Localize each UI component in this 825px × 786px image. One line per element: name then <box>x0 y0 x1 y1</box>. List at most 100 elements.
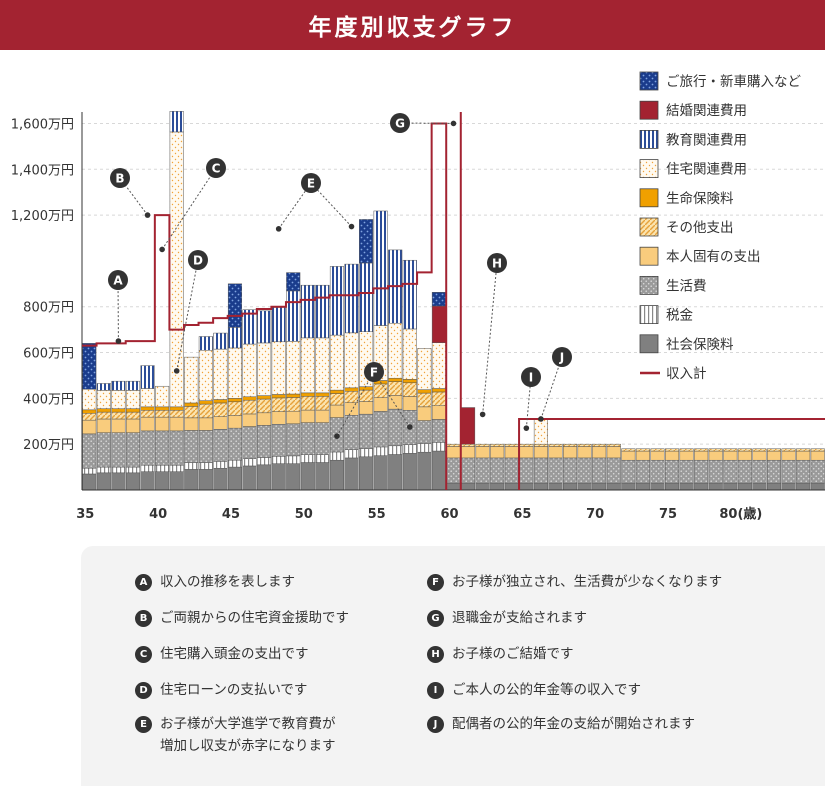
bar-segment-living <box>344 415 359 450</box>
bar-segment-life <box>431 388 446 393</box>
bar-segment-own <box>344 402 359 416</box>
bar-segment-house <box>213 348 228 400</box>
annotation-point <box>406 424 413 430</box>
bar-segment-own <box>679 450 694 461</box>
bar-segment-own <box>490 446 505 459</box>
bar-segment-living <box>257 425 272 458</box>
bar-segment-living <box>300 422 315 455</box>
bar-segment-own <box>708 450 723 461</box>
bar-segment-tax <box>329 451 344 461</box>
bar-segment-own <box>388 395 403 410</box>
bar-segment-social <box>329 459 344 491</box>
annotation-badge-label: A <box>113 274 123 288</box>
annotation-badge <box>390 113 410 133</box>
bar-segment-living <box>184 430 199 463</box>
y-tick-label: 600万円 <box>23 347 74 362</box>
annotation-point <box>159 246 165 253</box>
bar-segment-living <box>461 457 476 484</box>
bar-segment-own <box>461 446 476 459</box>
bar-segment-own <box>592 446 607 459</box>
legend-swatch <box>639 246 659 266</box>
bar-segment-social <box>417 451 432 491</box>
annotation-leader <box>336 371 375 437</box>
bar-segment-other <box>679 448 694 452</box>
bar-segment-social <box>242 465 257 491</box>
bar-segment-other <box>635 448 650 452</box>
bar-segment-other <box>781 448 796 452</box>
bar-segment-edu <box>257 310 272 344</box>
bar-segment-other <box>329 393 344 406</box>
bar-segment-social <box>679 482 694 491</box>
bar-segment-other <box>621 448 636 452</box>
bar-segment-own <box>635 450 650 461</box>
bar-segment-social <box>446 482 461 491</box>
legend-swatch <box>639 188 659 208</box>
bar-segment-other <box>431 391 446 406</box>
bar-segment-living <box>198 430 213 463</box>
bar-segment-social <box>650 482 665 491</box>
bar-segment-social <box>766 482 782 491</box>
y-tick-label: 400万円 <box>23 392 74 407</box>
bar-segment-other <box>664 448 680 452</box>
note-item-j: J 配偶者の公的年金の支給が開始されます <box>427 713 695 735</box>
annotation-point <box>144 212 151 218</box>
bar-segment-own <box>169 416 184 432</box>
bar-segment-social <box>635 482 650 491</box>
note-item-d: D 住宅ローンの支払いです <box>135 679 307 701</box>
bar-segment-other <box>708 448 723 452</box>
bar-segment-social <box>461 482 476 491</box>
bar-segment-own <box>796 450 811 461</box>
bar-segment-living <box>213 429 228 462</box>
bar-segment-other <box>752 448 767 452</box>
bar-segment-living <box>635 459 650 484</box>
bar-segment-life <box>111 408 126 413</box>
bar-segment-social <box>563 482 578 491</box>
bar-segment-own <box>533 446 548 459</box>
bar-segment-living <box>810 459 825 484</box>
x-tick-label: 60 <box>440 507 458 522</box>
bar-segment-living <box>533 457 548 484</box>
bar-segment-living <box>752 459 767 484</box>
legend-label: 教育関連費用 <box>666 132 747 148</box>
legend-label: 住宅関連費用 <box>666 162 747 178</box>
annotation-badge <box>188 250 208 270</box>
bar-segment-tax <box>402 444 417 454</box>
bar-segment-own <box>82 419 97 435</box>
bar-segment-living <box>694 459 709 484</box>
bar-segment-tax <box>82 467 97 475</box>
bar-segment-own <box>810 450 825 461</box>
bar-segment-living <box>242 426 257 459</box>
annotation-badge <box>206 158 226 178</box>
bar-segment-other <box>563 443 578 447</box>
x-tick-label: 35 <box>76 507 94 522</box>
bar-segment-living <box>766 459 782 484</box>
page-title: 年度別収支グラフ <box>0 0 825 50</box>
bar-segment-other <box>548 443 563 447</box>
legend-label: ご旅行・新車購入など <box>666 74 801 90</box>
bar-segment-tax <box>242 458 257 467</box>
y-tick-label: 1,200万円 <box>11 209 74 224</box>
bar-segment-edu <box>329 266 344 336</box>
legend-swatch <box>639 100 659 120</box>
bar-segment-own <box>519 446 534 459</box>
legend-label: その他支出 <box>666 220 734 236</box>
bar-segment-social <box>213 467 228 491</box>
legend-label: 社会保険料 <box>666 337 734 353</box>
bar-segment-other <box>315 396 330 411</box>
note-text: 住宅ローンの支払いです <box>160 682 308 698</box>
bar-segment-social <box>184 469 199 491</box>
bar-segment-social <box>271 463 286 491</box>
bar-segment-house <box>227 347 243 399</box>
bar-segment-social <box>227 466 243 491</box>
note-badge: A <box>135 574 152 591</box>
bar-segment-social <box>577 482 592 491</box>
bar-segment-living <box>125 432 141 468</box>
bar-segment-tax <box>213 461 228 469</box>
bar-segment-other <box>388 381 403 396</box>
bar-segment-social <box>300 462 315 491</box>
legend-label: 生命保険料 <box>666 190 734 207</box>
bar-segment-living <box>781 459 796 484</box>
annotation-badge-label: J <box>559 351 564 365</box>
note-item-g: G 退職金が支給されます <box>427 607 587 629</box>
bar-segment-own <box>752 450 767 461</box>
